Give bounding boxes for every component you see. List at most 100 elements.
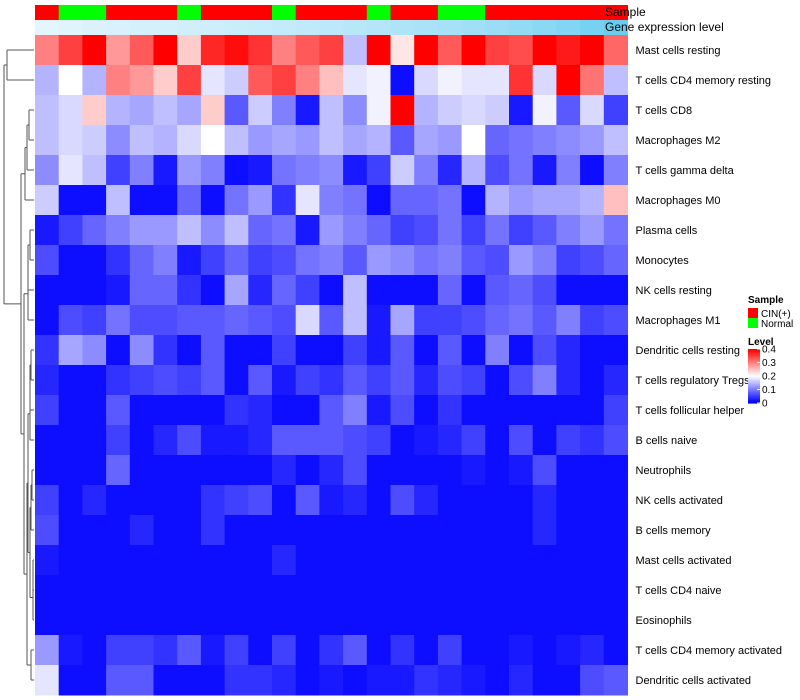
heatmap-cell [35,305,60,336]
heatmap-cell [603,635,628,666]
heatmap-cell [153,335,178,366]
heatmap-cell [295,425,320,456]
heatmap-cell [556,275,581,306]
heatmap-cell [414,545,439,576]
row-label: Macrophages M1 [636,315,721,327]
heatmap-cell [603,275,628,306]
heatmap-cell [580,425,605,456]
heatmap-cell [35,455,60,486]
heatmap-cell [461,335,486,366]
heatmap-cell [580,215,605,246]
heatmap-cell [366,515,391,546]
heatmap-cell [82,215,107,246]
heatmap-cell [58,365,83,396]
row-label: Dendritic cells resting [636,345,741,357]
heatmap-cell [248,245,273,276]
heatmap-cell [35,365,60,396]
heatmap-cell [200,335,226,366]
heatmap-cell [319,155,344,186]
heatmap-cell [177,635,202,666]
heatmap-cell [200,515,226,546]
heatmap-cell [82,575,107,606]
heatmap-cell [129,545,154,576]
heatmap-cell [272,215,297,246]
heatmap-cell [82,425,107,456]
heatmap-cell [556,485,581,516]
heatmap-cell [414,125,439,156]
sample-annotation-cell [295,5,320,20]
heatmap-cell [153,635,178,666]
heatmap-cell [603,215,628,246]
heatmap-cell [414,515,439,546]
heatmap-cell [461,395,486,426]
legend-gradient-step [748,363,760,366]
heatmap-cell [532,185,557,216]
legend-gradient-step [748,376,760,378]
heatmap-cell [414,455,439,486]
heatmap-cell [295,635,320,666]
heatmap-cell [603,245,628,276]
heatmap-cell [272,245,297,276]
heatmap-cell [319,605,344,636]
row-label: Mast cells activated [636,555,732,567]
heatmap-cell [224,635,249,666]
heatmap-cell [343,665,368,696]
heatmap-cell [603,125,628,156]
heatmap-cell [106,635,131,666]
heatmap-cell [200,65,226,96]
heatmap-cell [532,575,557,606]
heatmap-cell [272,425,297,456]
heatmap-cell [509,125,534,156]
row-label: B cells memory [636,525,712,537]
row-label: T cells follicular helper [636,405,745,417]
heatmap-cell [437,275,463,306]
expression-annotation-cell [437,20,463,35]
heatmap-cell [509,575,534,606]
heatmap-cell [272,395,297,426]
heatmap-cell [224,395,249,426]
heatmap-cell [485,365,510,396]
expression-annotation-cell [200,20,226,35]
heatmap-cell [272,485,297,516]
expression-annotation-cell [82,20,107,35]
heatmap-cell [224,365,249,396]
heatmap-cell [224,335,249,366]
heatmap-cell [106,485,131,516]
legend-gradient-step [748,358,760,361]
heatmap-cell [485,335,510,366]
heatmap-cell [35,275,60,306]
heatmap-cell [390,95,415,126]
heatmap-cell [129,95,154,126]
heatmap-cell [295,305,320,336]
heatmap-cell [177,95,202,126]
heatmap-cell [82,305,107,336]
heatmap-cell [153,515,178,546]
expression-annotation-cell [319,20,344,35]
sample-annotation-cell [272,5,297,20]
heatmap-cell [272,665,297,696]
legend-tick-label: 0.1 [762,385,776,396]
heatmap-cell [319,635,344,666]
heatmap-cell [295,95,320,126]
heatmap-cell [153,455,178,486]
heatmap-cell [580,635,605,666]
heatmap-cell [248,545,273,576]
heatmap-cell [509,545,534,576]
heatmap-cell [319,335,344,366]
heatmap-cell [295,365,320,396]
heatmap-cell [272,35,297,66]
heatmap-cell [509,515,534,546]
sample-annotation-cell [509,5,534,20]
heatmap-cell [580,275,605,306]
heatmap-cell [248,35,273,66]
heatmap-cell [485,95,510,126]
heatmap-cell [603,155,628,186]
heatmap-cell [319,545,344,576]
heatmap-cell [106,605,131,636]
heatmap-cell [200,635,226,666]
expression-annotation-cell [414,20,439,35]
heatmap-cell [200,575,226,606]
heatmap-cell [390,395,415,426]
heatmap-cell [509,455,534,486]
expression-annotation-cell [580,20,605,35]
